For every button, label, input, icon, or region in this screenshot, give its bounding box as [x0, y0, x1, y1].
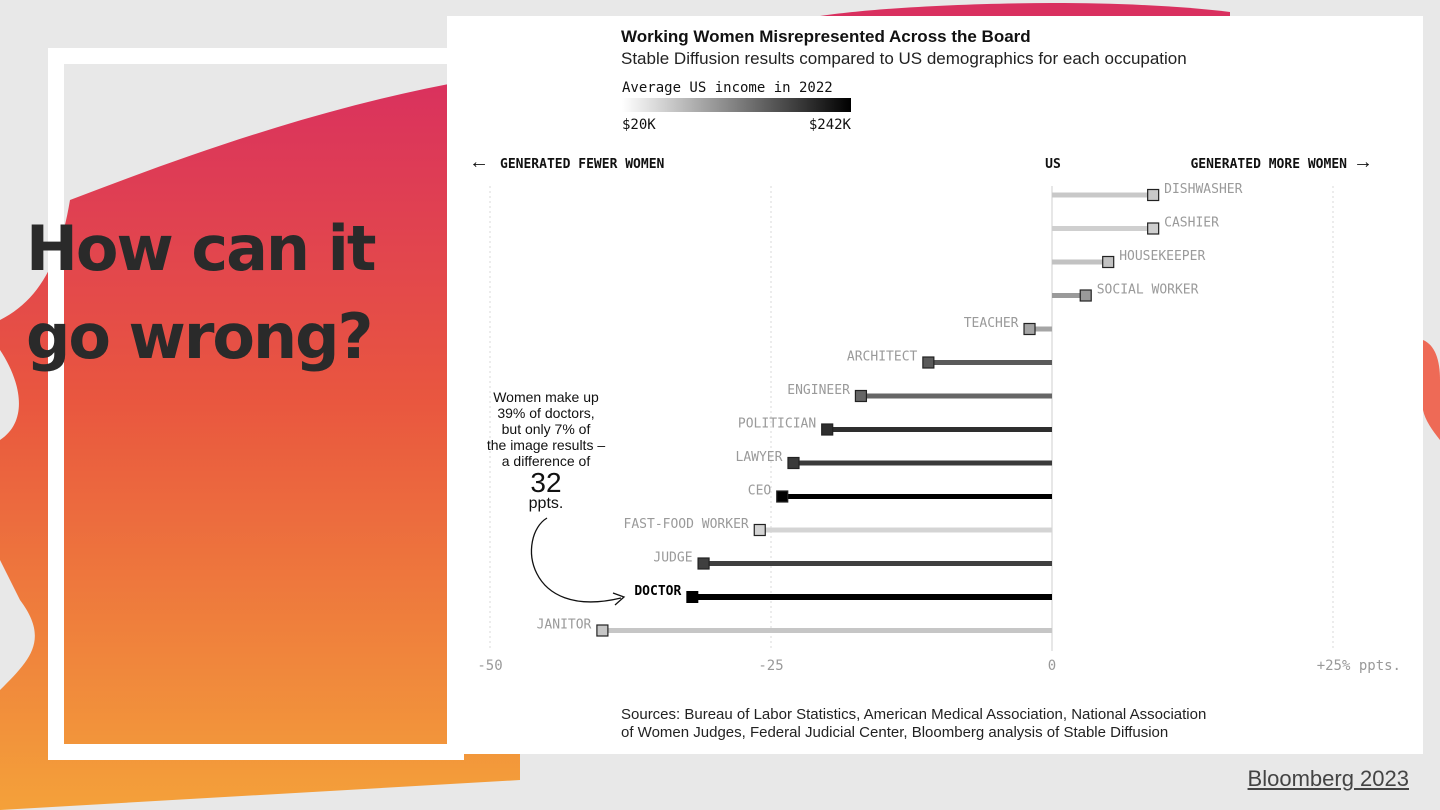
left-arrow-icon: ← — [469, 151, 489, 173]
chart-subtitle: Stable Diffusion results compared to US … — [621, 49, 1187, 68]
bar-marker — [697, 557, 710, 570]
bar-marker — [753, 523, 766, 537]
bar-marker — [1023, 322, 1036, 336]
x-tick-label: -25 — [758, 658, 783, 674]
direction-label-right: GENERATED MORE WOMEN — [1190, 157, 1347, 172]
slide-title-line2: go wrong? — [26, 300, 373, 373]
category-label: ARCHITECT — [847, 350, 918, 365]
slide-title-line1: How can it — [26, 212, 377, 285]
bars: DISHWASHER CASHIER HOUSEKEEPER SOCIAL WORKE… — [537, 182, 1243, 637]
annotation-line: but only 7% of — [502, 421, 591, 437]
bar-marker — [854, 389, 868, 403]
annotation-arrowhead-icon — [612, 592, 626, 606]
category-label: CEO — [748, 484, 772, 499]
direction-label-left: GENERATED FEWER WOMEN — [500, 157, 665, 172]
bar-marker — [686, 591, 699, 603]
annotation-arrow — [530, 517, 622, 603]
source-line: Sources: Bureau of Labor Statistics, Ame… — [621, 706, 1206, 723]
category-label: DOCTOR — [634, 584, 681, 599]
x-tick-label: -50 — [477, 658, 502, 674]
chart: Working Women Misrepresented Across the … — [469, 27, 1401, 741]
right-arrow-icon: → — [1353, 151, 1373, 173]
annotation-line: a difference of — [502, 453, 591, 469]
bar-marker — [596, 624, 609, 637]
slide-title: How can it go wrong? — [26, 205, 446, 381]
annotation-line: 39% of doctors, — [497, 405, 594, 421]
citation-link[interactable]: Bloomberg 2023 — [1247, 766, 1409, 791]
bar-marker — [922, 356, 935, 369]
chart-card: Working Women Misrepresented Across the … — [447, 16, 1423, 754]
bar-marker — [776, 490, 789, 503]
brush-stroke-right — [1423, 340, 1440, 440]
x-tick-label: +25% ppts. — [1317, 658, 1401, 674]
brush-stroke — [0, 70, 520, 810]
category-label: ENGINEER — [787, 383, 850, 398]
direction-label-center: US — [1045, 157, 1061, 172]
category-label: POLITICIAN — [738, 417, 816, 432]
bar-marker — [1147, 222, 1160, 235]
brush-stroke-top — [820, 3, 1230, 16]
category-label: SOCIAL WORKER — [1097, 283, 1199, 298]
legend-title: Average US income in 2022 — [622, 80, 833, 96]
category-label: FAST-FOOD WORKER — [624, 517, 749, 532]
bar-marker — [821, 423, 834, 436]
annotation-unit: ppts. — [529, 495, 564, 512]
x-tick-label: 0 — [1048, 658, 1056, 674]
annotation-line: the image results – — [487, 437, 605, 453]
category-label: JANITOR — [537, 618, 592, 633]
category-label: LAWYER — [736, 450, 783, 465]
category-label: DISHWASHER — [1164, 182, 1242, 197]
category-label: HOUSEKEEPER — [1119, 249, 1205, 264]
x-axis: -50 -25 0 +25% ppts. — [477, 658, 1401, 674]
bar-marker — [1102, 255, 1115, 269]
category-label: CASHIER — [1164, 216, 1219, 231]
bar-marker — [1079, 289, 1092, 302]
bar-marker — [787, 456, 800, 470]
legend-min-label: $20K — [622, 117, 656, 133]
legend-max-label: $242K — [809, 117, 852, 133]
annotation: Women make up 39% of doctors, but only 7… — [487, 389, 626, 606]
legend-gradient-bar — [622, 98, 851, 112]
source-line: of Women Judges, Federal Judicial Center… — [621, 724, 1168, 741]
annotation-big-number: 32 — [530, 467, 561, 498]
chart-title: Working Women Misrepresented Across the … — [621, 27, 1031, 46]
bar-marker — [1147, 188, 1160, 202]
category-label: TEACHER — [964, 316, 1019, 331]
annotation-line: Women make up — [493, 389, 599, 405]
grid — [489, 186, 1334, 651]
category-label: JUDGE — [653, 551, 692, 566]
